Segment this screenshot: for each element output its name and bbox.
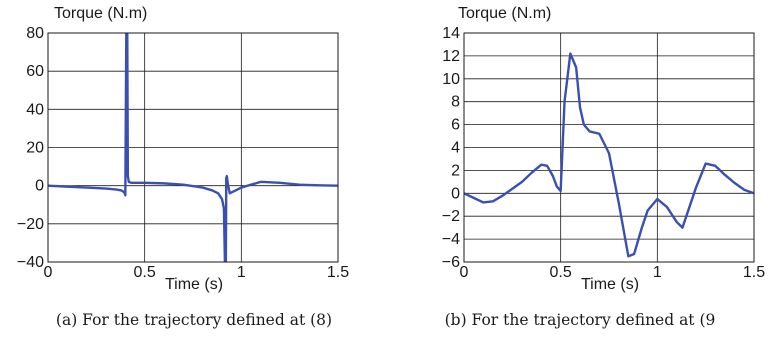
chart-b: Torque (N.m) Time (s) −6−4−2024681012140…	[442, 5, 765, 329]
x-tick-label: 1.5	[743, 264, 765, 281]
caption: (a) For the trajectory defined at (8)	[56, 311, 332, 329]
y-tick-label: −40	[17, 254, 44, 271]
x-tick-label: 1.5	[327, 264, 349, 281]
y-tick-label: 2	[451, 162, 460, 179]
x-tick-label: 0	[460, 264, 469, 281]
y-tick-label: 80	[26, 25, 44, 42]
plot-frame	[47, 32, 339, 263]
y-tick-label: 6	[451, 117, 460, 134]
x-axis-label: Time (s)	[581, 276, 639, 293]
x-axis-label: Time (s)	[165, 276, 223, 293]
grid	[47, 32, 339, 263]
tick-labels: −40 −20 0 20 40 60 80 0 0.5 1 1.5	[17, 25, 349, 281]
x-tick-label: 0.5	[550, 264, 572, 281]
y-axis-label: Torque (N.m)	[54, 5, 147, 22]
chart-a: Torque (N.m) Time (s) −40 −20 0 20 40 60 80 0 0.…	[17, 5, 349, 329]
y-tick-label: 8	[451, 94, 460, 111]
y-tick-label: −4	[442, 231, 460, 248]
y-tick-label: 20	[26, 140, 44, 157]
y-tick-label: −2	[442, 208, 460, 225]
series-line	[464, 52, 754, 258]
y-tick-label: 40	[26, 101, 44, 118]
series-line	[48, 33, 338, 262]
y-tick-label: 14	[442, 25, 460, 42]
x-tick-label: 1	[237, 264, 246, 281]
plot-frame	[463, 32, 755, 263]
y-tick-label: 60	[26, 63, 44, 80]
y-tick-label: 12	[442, 48, 460, 65]
x-tick-label: 1	[653, 264, 662, 281]
tick-labels: −6 −4 −2 0 2 4 6 8 10 12 14 0 0.5 1 1.5	[442, 25, 765, 281]
x-tick-label: 0.5	[134, 264, 156, 281]
y-tick-label: −6	[442, 254, 460, 271]
y-tick-label: 0	[451, 185, 460, 202]
grid	[463, 32, 755, 263]
y-tick-label: −20	[17, 216, 44, 233]
y-tick-label: 10	[442, 71, 460, 88]
caption: (b) For the trajectory defined at (9	[445, 311, 716, 329]
y-tick-label: 4	[451, 140, 460, 157]
y-axis-label: Torque (N.m)	[458, 5, 551, 22]
x-tick-label: 0	[44, 264, 53, 281]
y-tick-label: 0	[35, 178, 44, 195]
